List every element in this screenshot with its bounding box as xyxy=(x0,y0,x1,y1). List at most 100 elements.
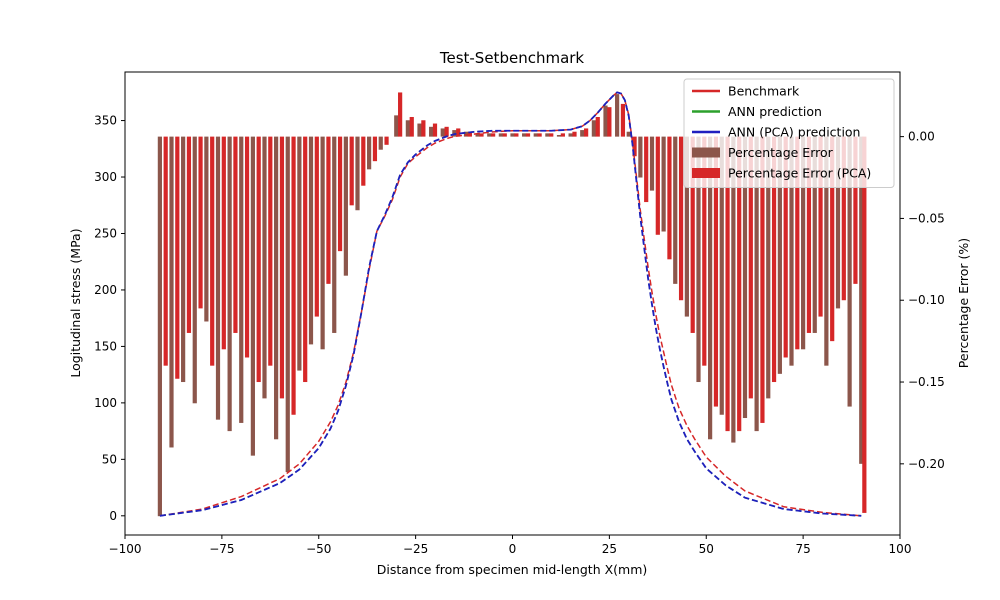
error-bar xyxy=(801,136,806,350)
error-bar-pca xyxy=(841,136,846,301)
error-bar xyxy=(285,136,290,473)
error-bar-pca xyxy=(398,92,403,137)
error-bar xyxy=(708,136,713,440)
error-bar xyxy=(556,134,562,137)
y-tick-label: 100 xyxy=(94,396,117,410)
x-tick-label: −25 xyxy=(403,542,428,556)
error-bar xyxy=(475,133,480,137)
error-bar xyxy=(378,136,383,150)
error-bar xyxy=(673,136,678,284)
error-bar xyxy=(859,136,864,464)
series-line-benchmark xyxy=(159,91,862,517)
error-bar-pca xyxy=(384,136,389,145)
error-bar-pca xyxy=(760,136,765,423)
legend-label: ANN prediction xyxy=(728,104,822,119)
error-bar-pca xyxy=(667,136,672,260)
legend-label: Percentage Error xyxy=(728,145,834,160)
error-bar-pca xyxy=(326,136,331,284)
error-bar-pca xyxy=(221,136,226,350)
x-tick-label: 50 xyxy=(699,542,714,556)
error-bar-pca xyxy=(244,136,250,358)
error-bar-pca xyxy=(163,136,168,366)
series-lines-group xyxy=(159,91,862,517)
error-bar-pca xyxy=(549,133,554,137)
error-bar-pca xyxy=(806,136,812,333)
x-tick-label: −50 xyxy=(306,542,331,556)
error-bar-pca xyxy=(361,136,366,186)
error-bar xyxy=(824,136,829,366)
legend-swatch xyxy=(692,168,720,178)
error-bar xyxy=(204,136,209,322)
y2-tick-label: −0.20 xyxy=(908,457,945,471)
legend-label: Benchmark xyxy=(728,84,800,99)
error-bar xyxy=(545,133,550,137)
error-bar-pca xyxy=(479,133,484,137)
error-bar-pca xyxy=(432,123,438,137)
y2-tick-label: −0.10 xyxy=(908,293,945,307)
error-bar-pca xyxy=(268,136,273,366)
y-axis-label: Logitudinal stress (MPa) xyxy=(68,228,83,377)
error-bar-pca xyxy=(456,128,461,137)
error-bar xyxy=(719,136,724,415)
error-bar xyxy=(239,136,244,423)
x-tick-label: 0 xyxy=(509,542,517,556)
error-bar-pca xyxy=(291,136,296,415)
error-bar xyxy=(754,136,759,432)
error-bar xyxy=(262,136,267,399)
y-tick-label: 0 xyxy=(109,509,117,523)
error-bar-pca xyxy=(644,136,649,203)
error-bar xyxy=(417,123,422,137)
error-bar xyxy=(696,136,701,383)
y-tick-label: 350 xyxy=(94,114,117,128)
error-bar xyxy=(308,136,314,345)
error-bar-pca xyxy=(421,120,426,137)
error-bar xyxy=(440,128,445,137)
legend-label: ANN (PCA) prediction xyxy=(728,125,860,140)
error-bar xyxy=(812,136,817,333)
y2-tick-label: −0.05 xyxy=(908,211,945,225)
error-bar xyxy=(394,115,399,137)
error-bar-pca xyxy=(678,136,684,301)
error-bar-pca xyxy=(795,136,800,350)
error-bar xyxy=(580,130,585,137)
error-bar-pca xyxy=(725,136,730,432)
error-bar-pca xyxy=(584,128,589,137)
y-tick-label: 300 xyxy=(94,170,117,184)
legend-swatch xyxy=(692,147,720,158)
error-bar-pca xyxy=(560,133,565,137)
error-bar-pca xyxy=(830,136,835,342)
error-bar xyxy=(250,136,255,456)
x-tick-label: 100 xyxy=(889,542,912,556)
error-bar-pca xyxy=(444,126,449,137)
error-bar-pca xyxy=(491,133,496,137)
error-bar xyxy=(835,136,841,309)
error-bar xyxy=(568,133,573,137)
error-bar-pca xyxy=(372,136,378,162)
error-bar-pca xyxy=(655,136,660,235)
error-bar-pca xyxy=(607,107,612,137)
error-bar-pca xyxy=(783,136,788,358)
error-bar xyxy=(766,136,771,399)
x-tick-label: −75 xyxy=(209,542,234,556)
error-bar-pca xyxy=(853,136,858,284)
x-axis-label: Distance from specimen mid-length X(mm) xyxy=(377,562,648,577)
error-bar xyxy=(742,136,748,419)
x-tick-label: 75 xyxy=(795,542,810,556)
error-bar-pca xyxy=(256,136,261,383)
error-bar xyxy=(227,136,232,432)
error-bar xyxy=(522,133,527,137)
error-bar-pca xyxy=(572,131,577,137)
error-bars-group xyxy=(157,92,867,517)
error-bar-pca xyxy=(537,133,542,137)
error-bar-pca xyxy=(303,136,308,383)
error-bar xyxy=(332,136,337,333)
error-bar-pca xyxy=(632,136,637,157)
error-bar-pca xyxy=(279,136,285,399)
error-bar-pca xyxy=(186,136,192,333)
error-bar xyxy=(591,120,596,137)
error-bar xyxy=(615,94,620,137)
error-bar xyxy=(429,126,434,137)
error-bar xyxy=(297,136,302,371)
error-bar-pca xyxy=(233,136,238,333)
